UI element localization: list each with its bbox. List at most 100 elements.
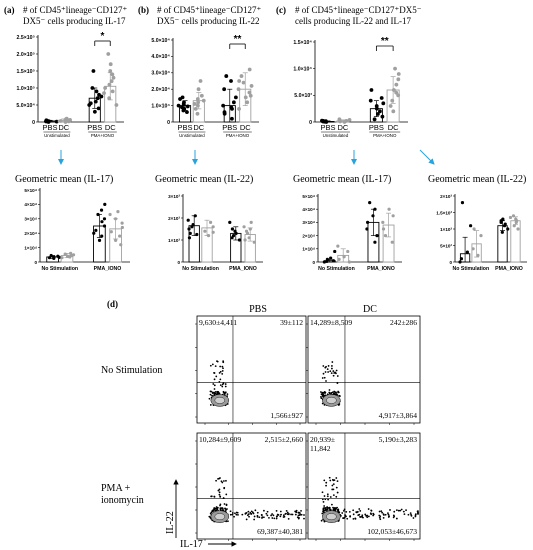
group-label: PMA_IONO [94, 266, 122, 272]
data-point [233, 95, 238, 100]
event-dot [329, 496, 332, 498]
event-dot [211, 392, 214, 395]
flow-col-title-pbs: PBS [249, 304, 267, 315]
event-dot [226, 393, 229, 396]
event-dot [320, 519, 323, 522]
data-point [381, 227, 386, 231]
data-point [379, 96, 384, 100]
data-point [108, 69, 113, 73]
event-dot [379, 518, 382, 521]
flow-row-title-pma-line2: ionomycin [101, 495, 144, 506]
data-point [365, 227, 369, 231]
event-dot [253, 515, 256, 518]
density-contour [214, 396, 226, 404]
event-dot [341, 512, 344, 514]
data-point [393, 66, 397, 71]
data-point [52, 255, 56, 259]
flow-plot-frame [196, 315, 307, 424]
data-point [396, 93, 401, 98]
event-dot [213, 372, 216, 374]
data-point [503, 222, 507, 226]
data-point [236, 87, 241, 92]
data-point [110, 89, 115, 94]
data-point [378, 109, 382, 114]
data-point [114, 103, 119, 107]
y-tick-label: 0 [312, 260, 315, 265]
data-point [199, 93, 204, 98]
data-point [337, 117, 342, 122]
event-dot [322, 365, 325, 367]
event-dot [211, 394, 213, 397]
data-point [201, 98, 206, 103]
event-dot [223, 480, 225, 482]
event-dot [343, 508, 346, 511]
data-point [479, 234, 483, 238]
y-tick-label: 2.0×10⁴ [151, 87, 170, 93]
event-dot [233, 515, 235, 518]
event-dot [282, 514, 285, 517]
event-dot [299, 513, 302, 516]
y-tick-label: 0 [309, 120, 312, 126]
event-dot [214, 392, 217, 395]
event-dot [246, 514, 249, 517]
data-point [195, 103, 200, 108]
event-dot [229, 513, 232, 516]
y-tick-label: 2×10⁴ [302, 233, 315, 238]
event-dot [208, 397, 211, 400]
event-dot [222, 367, 224, 370]
event-dot [216, 506, 219, 509]
event-dot [219, 507, 222, 510]
data-point [96, 106, 101, 111]
chart-geomean-c-il17: 0 1×10⁴ 2×10⁴ 3×10⁴ 4×10⁴ 5×10⁴ No Stimulation… [302, 194, 402, 272]
data-point [516, 227, 520, 231]
event-dot [291, 513, 294, 516]
event-dot [321, 498, 324, 501]
geo-title-c2: Geometric mean (IL-22) [428, 174, 526, 185]
event-dot [335, 393, 338, 396]
event-dot [261, 516, 264, 519]
data-point [237, 79, 242, 83]
event-dot [326, 493, 329, 496]
data-point [241, 80, 246, 85]
y-tick-label: 3.0×10⁴ [151, 71, 170, 77]
y-tick-label: 0 [34, 260, 37, 265]
event-dot [414, 513, 417, 516]
event-dot [219, 370, 222, 373]
panel-b-title-line2: DX5⁻ cells producing IL-22 [157, 16, 259, 26]
data-point [93, 99, 98, 104]
event-dot [323, 505, 326, 507]
quadrant-ur-value: 5,190±3,283 [379, 435, 418, 444]
y-tick-label: 1.0×10⁴ [293, 66, 312, 72]
data-point [476, 253, 480, 257]
data-point [331, 259, 336, 263]
event-dot [258, 516, 261, 519]
data-point [69, 251, 73, 255]
event-dot [245, 512, 248, 514]
event-dot [280, 513, 282, 516]
event-dot [336, 491, 339, 494]
y-tick-label: 1.0×10⁵ [17, 86, 36, 92]
event-dot [402, 510, 405, 513]
data-point [245, 100, 250, 105]
event-dot [329, 370, 332, 373]
data-point [500, 230, 504, 234]
event-dot [387, 513, 390, 516]
event-dot [332, 488, 335, 491]
data-point [108, 212, 112, 217]
data-point [107, 82, 112, 87]
quadrant-lr-value: 1,566±927 [270, 411, 303, 420]
group-label: No Stimulation [318, 266, 355, 272]
y-tick-label: 1×10⁴ [302, 247, 315, 252]
event-dot [332, 370, 335, 372]
event-dot [328, 389, 331, 391]
event-dot [330, 391, 333, 394]
y-tick-label: 1×10⁴ [24, 245, 37, 250]
data-point [372, 117, 377, 122]
data-point [375, 234, 379, 238]
category-label: DC [193, 123, 204, 132]
event-dot [213, 388, 216, 390]
event-dot [344, 514, 346, 516]
data-point [58, 119, 63, 123]
arrow-c-right [419, 149, 435, 165]
flow-plot: 9,630±4,411 39±112 1,566±927 [195, 315, 307, 425]
